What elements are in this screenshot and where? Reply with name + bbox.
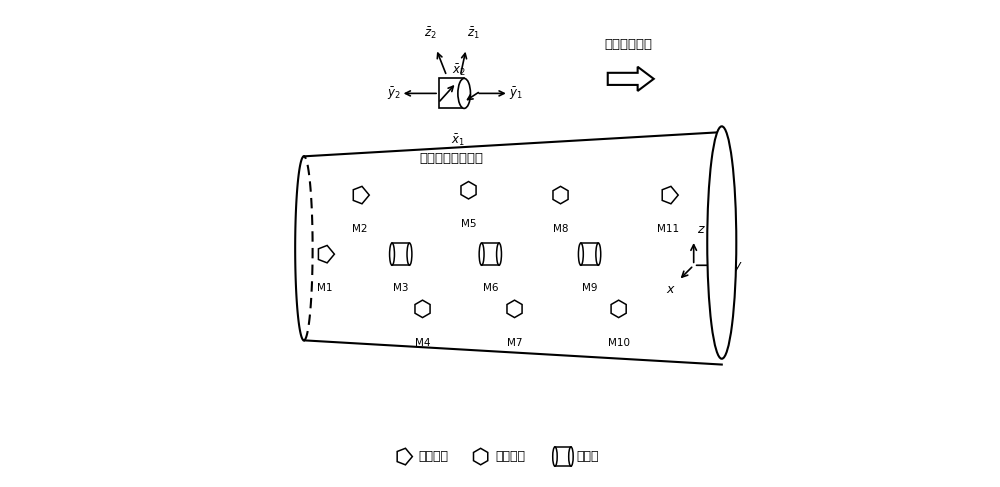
Text: M8: M8 xyxy=(553,224,568,234)
Text: y: y xyxy=(733,259,740,272)
Text: $\bar{x}_2$: $\bar{x}_2$ xyxy=(452,62,466,78)
Text: 双面光源: 双面光源 xyxy=(495,450,525,463)
Bar xyxy=(555,447,571,466)
Text: M2: M2 xyxy=(352,224,367,234)
Text: 相机的局部坐标系: 相机的局部坐标系 xyxy=(420,152,484,165)
Text: x: x xyxy=(666,283,673,296)
Text: M5: M5 xyxy=(461,219,476,229)
Text: M10: M10 xyxy=(608,338,630,348)
Bar xyxy=(392,243,409,265)
Bar xyxy=(581,243,598,265)
Text: $\bar{x}_1$: $\bar{x}_1$ xyxy=(451,132,465,148)
Ellipse shape xyxy=(458,78,470,109)
Text: $\bar{y}_2$: $\bar{y}_2$ xyxy=(387,85,400,102)
Text: 单面光源: 单面光源 xyxy=(419,450,449,463)
Text: M11: M11 xyxy=(657,224,680,234)
Text: 相机组: 相机组 xyxy=(577,450,599,463)
Text: M6: M6 xyxy=(483,283,498,293)
Text: $\bar{z}_1$: $\bar{z}_1$ xyxy=(467,25,480,41)
Ellipse shape xyxy=(707,126,736,359)
Ellipse shape xyxy=(479,243,484,265)
Bar xyxy=(439,78,464,109)
Text: M4: M4 xyxy=(415,338,430,348)
Text: M1: M1 xyxy=(317,283,332,293)
Ellipse shape xyxy=(390,243,394,265)
Ellipse shape xyxy=(497,243,501,265)
Ellipse shape xyxy=(596,243,601,265)
Text: z: z xyxy=(697,223,703,236)
Text: M3: M3 xyxy=(393,283,408,293)
Text: $\bar{y}_1$: $\bar{y}_1$ xyxy=(509,85,523,102)
Ellipse shape xyxy=(569,447,573,466)
Text: M9: M9 xyxy=(582,283,597,293)
Ellipse shape xyxy=(407,243,412,265)
Text: M7: M7 xyxy=(507,338,522,348)
Bar xyxy=(482,243,499,265)
Ellipse shape xyxy=(553,447,557,466)
Ellipse shape xyxy=(578,243,583,265)
Text: 盾构掘进方向: 盾构掘进方向 xyxy=(604,38,652,51)
Text: $\bar{z}_2$: $\bar{z}_2$ xyxy=(424,25,437,41)
